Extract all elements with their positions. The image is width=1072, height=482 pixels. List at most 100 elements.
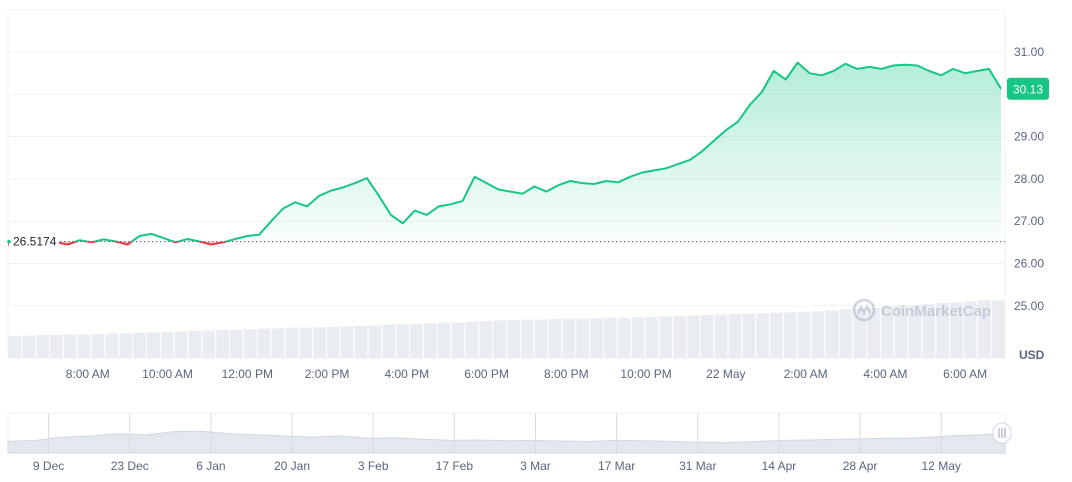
price-area [8, 62, 1001, 246]
volume-bar [257, 328, 271, 358]
volume-bar [160, 331, 174, 358]
volume-bar [230, 329, 243, 358]
volume-bar [908, 304, 922, 358]
navigator-tick-label: 31 Mar [679, 459, 716, 473]
volume-bar [894, 305, 908, 358]
x-tick-label: 6:00 PM [464, 367, 509, 381]
volume-bar [119, 333, 133, 358]
volume-bar [714, 314, 728, 358]
volume-bar [825, 310, 839, 358]
volume-bar [936, 303, 950, 358]
volume-bar [493, 320, 506, 358]
volume-bar [147, 332, 160, 358]
y-tick-label: 31.00 [1014, 45, 1044, 59]
volume-bar [590, 318, 603, 358]
volume-bar [950, 302, 963, 358]
volume-bar [174, 331, 188, 358]
x-tick-label: 22 May [706, 367, 745, 381]
y-tick-label: 25.00 [1014, 299, 1044, 313]
coinmarketcap-icon [852, 298, 876, 322]
x-tick-label: 2:00 AM [784, 367, 828, 381]
navigator-tick-label: 12 May [922, 459, 961, 473]
volume-bar [977, 300, 991, 358]
x-axis: 8:00 AM 10:00 AM 12:00 PM 2:00 PM 4:00 PM 6:0… [66, 367, 987, 381]
volume-bar [216, 330, 229, 358]
volume-bar [700, 314, 714, 358]
volume-bar [659, 316, 673, 358]
baseline-label: 26.5174 [13, 235, 57, 249]
volume-bar [742, 313, 756, 358]
x-tick-label: 4:00 PM [384, 367, 429, 381]
volume-bar [756, 313, 769, 358]
x-tick-label: 12:00 PM [222, 367, 273, 381]
volume-bar [617, 317, 631, 358]
navigator[interactable] [7, 412, 1006, 454]
x-tick-label: 2:00 PM [305, 367, 350, 381]
volume-bar [991, 300, 1005, 358]
volume-bar [271, 328, 285, 358]
volume-bar [797, 311, 811, 358]
volume-bar [340, 326, 354, 358]
volume-bar [299, 327, 313, 358]
plot-frame [7, 9, 1006, 359]
volume-bar [91, 334, 105, 358]
volume-bar [327, 326, 340, 358]
volume-bar [188, 330, 202, 358]
price-area-up [8, 62, 1001, 242]
volume-bar [673, 315, 686, 358]
navigator-area [7, 430, 1006, 454]
navigator-tick-label: 14 Apr [762, 459, 797, 473]
volume-bar [437, 322, 451, 358]
y-tick-label: 28.00 [1014, 172, 1044, 186]
navigator-tick-label: 3 Feb [358, 459, 389, 473]
y-tick-label: 29.00 [1014, 130, 1044, 144]
volume-bar [784, 312, 797, 358]
navigator-tick-label: 23 Dec [111, 459, 149, 473]
volume-bar [811, 311, 825, 358]
navigator-handle[interactable] [992, 422, 1012, 444]
volume-bar [396, 324, 409, 358]
navigator-tick-label: 6 Jan [196, 459, 225, 473]
volume-bar [410, 323, 423, 358]
y-tick-label: 26.00 [1014, 257, 1044, 271]
volume-bar [77, 334, 91, 358]
navigator-tick-label: 17 Mar [598, 459, 635, 473]
volume-bar [604, 317, 617, 358]
volume-bars [8, 300, 1005, 358]
x-tick-label: 4:00 AM [863, 367, 907, 381]
volume-bar [8, 335, 22, 358]
volume-bar [354, 325, 368, 358]
volume-bar [839, 309, 853, 358]
volume-bar [687, 315, 700, 358]
volume-bar [36, 335, 49, 358]
navigator-x-axis: 9 Dec 23 Dec 6 Jan 20 Jan 3 Feb 17 Feb 3 Mar 17… [33, 413, 961, 473]
volume-bar [867, 307, 880, 358]
y-tick-label: 27.00 [1014, 214, 1044, 228]
x-tick-label: 8:00 PM [544, 367, 589, 381]
volume-bar [50, 335, 63, 358]
volume-bar [244, 329, 257, 358]
volume-bar [507, 320, 520, 358]
volume-bar [645, 316, 659, 358]
volume-bar [313, 327, 326, 358]
x-tick-label: 6:00 AM [943, 367, 987, 381]
baseline: 26.5174 [7, 233, 1005, 250]
coinmarketcap-icon-wave [857, 303, 871, 316]
volume-bar [451, 322, 465, 358]
volume-bar [770, 312, 783, 358]
volume-bar [562, 318, 576, 358]
volume-bar [880, 306, 894, 358]
volume-bar [576, 318, 589, 358]
volume-bar [105, 333, 119, 358]
current-price-label: 30.13 [1013, 82, 1043, 96]
x-tick-label: 8:00 AM [66, 367, 110, 381]
x-tick-label: 10:00 AM [142, 367, 193, 381]
volume-bar [382, 324, 396, 358]
y-axis: 25.00 26.00 27.00 28.00 29.00 31.00 USD [1014, 45, 1045, 362]
volume-bar [465, 321, 479, 358]
volume-bar [368, 325, 382, 358]
volume-bar [534, 319, 548, 358]
navigator-tick-label: 3 Mar [520, 459, 551, 473]
x-tick-label: 10:00 PM [620, 367, 671, 381]
